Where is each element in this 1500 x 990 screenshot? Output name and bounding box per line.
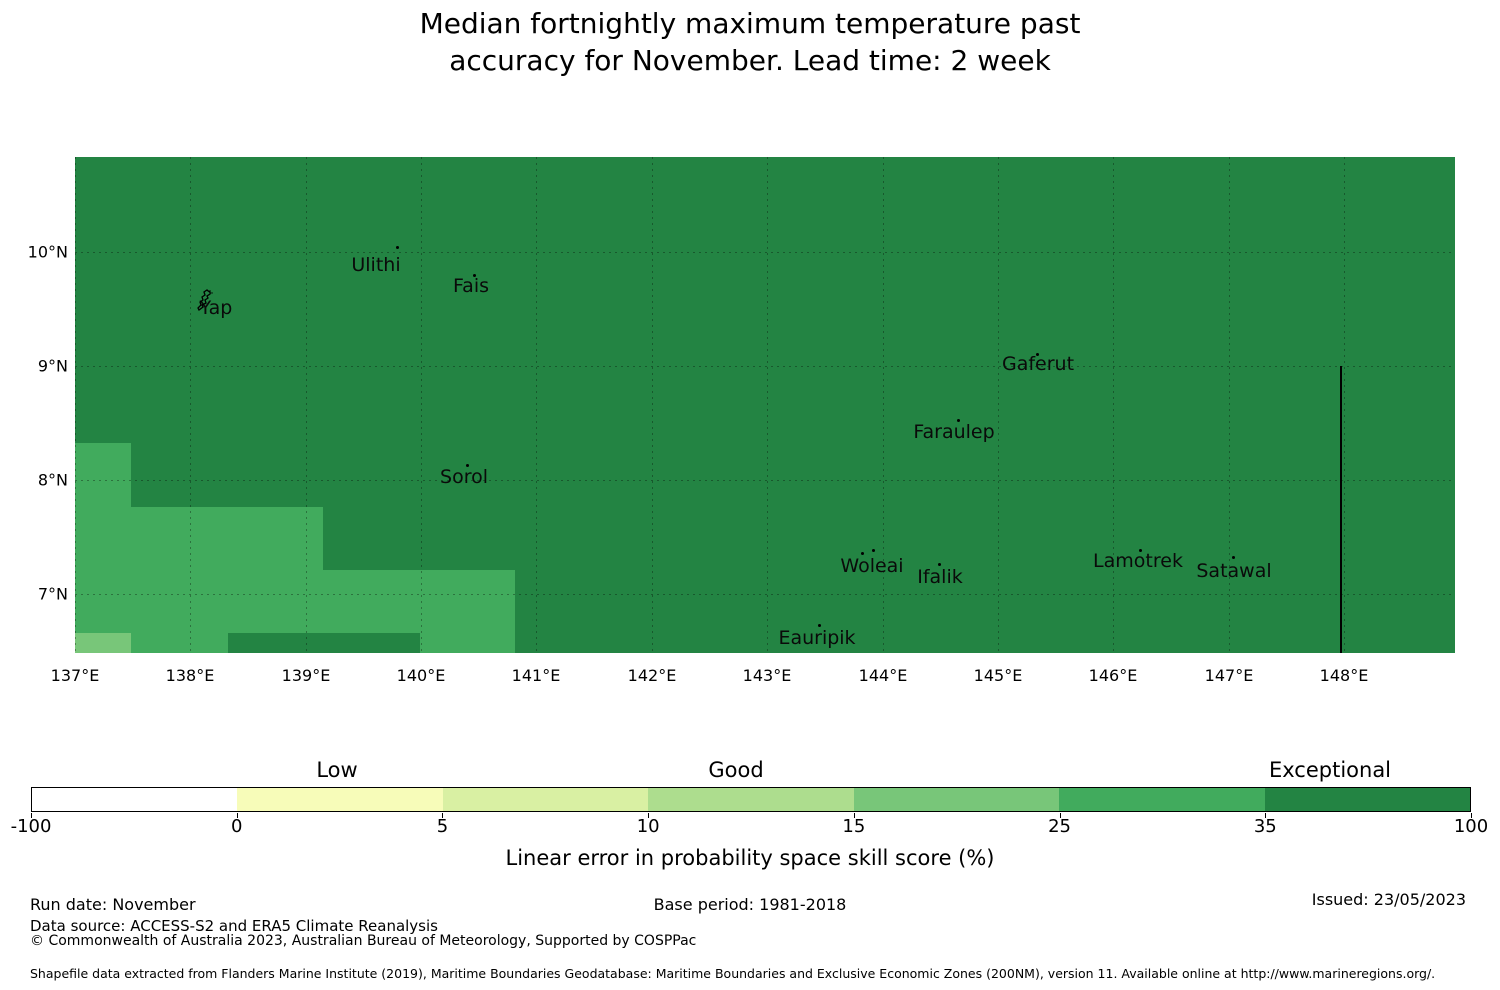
gridline-meridian	[1344, 157, 1345, 653]
colorbar-tick-mark	[1059, 813, 1061, 818]
island-label: Lamotrek	[1093, 550, 1183, 572]
colorbar	[31, 787, 1471, 812]
gridline-meridian	[421, 157, 422, 653]
gridline-meridian	[75, 157, 76, 653]
skill-region-25-35	[75, 443, 131, 507]
title-line-1: Median fortnightly maximum temperature p…	[419, 7, 1081, 40]
title-line-2: accuracy for November. Lead time: 2 week	[449, 44, 1051, 77]
island-label: Sorol	[440, 466, 488, 488]
colorbar-tick-label: 100	[1453, 816, 1489, 837]
lon-tick-label: 141°E	[511, 666, 561, 685]
island-marker-dot	[466, 464, 469, 467]
lon-tick-label: 139°E	[281, 666, 331, 685]
lon-tick-label: 146°E	[1088, 666, 1138, 685]
shapefile-attribution-text: Shapefile data extracted from Flanders M…	[30, 966, 1436, 981]
gridline-parallel	[75, 366, 1455, 367]
island-marker-dot	[818, 624, 821, 627]
copyright-text: © Commonwealth of Australia 2023, Austra…	[30, 933, 697, 949]
lon-tick-label: 142°E	[627, 666, 677, 685]
lon-tick-label: 148°E	[1319, 666, 1369, 685]
lat-tick-label: 10°N	[27, 242, 68, 262]
island-marker-dot	[1139, 549, 1142, 552]
island-marker-dot	[957, 419, 960, 422]
gridline-parallel	[75, 252, 1455, 253]
colorbar-tick-label: 5	[436, 816, 449, 837]
lat-tick-label: 9°N	[37, 356, 68, 376]
colorbar-segment	[1264, 788, 1470, 811]
gridline-meridian	[883, 157, 884, 653]
island-marker-dot	[1036, 353, 1039, 356]
gridline-meridian	[1113, 157, 1114, 653]
colorbar-tick-label: 15	[842, 816, 866, 837]
colorbar-tick-mark	[1265, 813, 1267, 818]
lat-tick-label: 8°N	[37, 470, 68, 490]
colorbar-segment	[648, 788, 854, 811]
lon-tick-label: 137°E	[50, 666, 100, 685]
colorbar-tick-mark	[648, 813, 650, 818]
skill-region-35-100	[228, 633, 420, 653]
island-marker-dot	[938, 563, 941, 566]
colorbar-tick-mark	[442, 813, 444, 818]
colorbar-category-label: Low	[316, 758, 358, 782]
island-label: Faraulep	[913, 421, 995, 443]
lon-tick-label: 147°E	[1204, 666, 1254, 685]
island-label: Gaferut	[1001, 353, 1075, 375]
island-label: Woleai	[840, 555, 904, 577]
gridline-parallel	[75, 480, 1455, 481]
colorbar-tick-mark	[853, 813, 855, 818]
colorbar-segment	[237, 788, 443, 811]
skill-region-25-35	[75, 507, 323, 570]
island-label: Yap	[199, 297, 233, 319]
issued-date-text: Issued: 23/05/2023	[1311, 890, 1466, 909]
colorbar-tick-label: 10	[636, 816, 660, 837]
island-marker-dot	[872, 549, 875, 552]
lon-tick-label: 145°E	[973, 666, 1023, 685]
island-label: Ulithi	[351, 254, 401, 276]
lon-tick-label: 143°E	[742, 666, 792, 685]
skill-region-15-25	[75, 633, 131, 653]
colorbar-tick-mark	[236, 813, 238, 818]
colorbar-segment	[442, 788, 649, 811]
island-marker-dot	[473, 274, 476, 277]
colorbar-tick-label: 25	[1048, 816, 1072, 837]
island-label: Satawal	[1196, 560, 1272, 582]
colorbar-tick-label: 0	[230, 816, 243, 837]
gridline-meridian	[652, 157, 653, 653]
colorbar-segment	[32, 788, 238, 811]
gridline-meridian	[998, 157, 999, 653]
colorbar-axis-label: Linear error in probability space skill …	[505, 846, 995, 870]
gridline-meridian	[767, 157, 768, 653]
gridline-parallel	[75, 594, 1455, 595]
run-date-text: Run date: November	[30, 895, 196, 914]
data-source-text: Data source: ACCESS-S2 and ERA5 Climate …	[30, 917, 438, 935]
lat-tick-label: 7°N	[37, 584, 68, 604]
gridline-meridian	[306, 157, 307, 653]
colorbar-category-label: Good	[708, 758, 764, 782]
island-marker-dot	[396, 246, 399, 249]
colorbar-tick-mark	[1471, 813, 1472, 818]
colorbar-segment	[1059, 788, 1265, 811]
lon-tick-label: 138°E	[165, 666, 215, 685]
island-label: Eauripik	[778, 627, 856, 649]
eez-boundary-line	[1340, 366, 1342, 653]
gridline-meridian	[536, 157, 537, 653]
island-marker-dot	[861, 552, 864, 555]
gridline-meridian	[1229, 157, 1230, 653]
lon-tick-label: 144°E	[858, 666, 908, 685]
gridline-meridian	[190, 157, 191, 653]
colorbar-segment	[853, 788, 1060, 811]
island-marker-dot	[1232, 556, 1235, 559]
yap-island-shape-icon	[197, 289, 215, 311]
figure-title: Median fortnightly maximum temperature p…	[0, 5, 1500, 79]
base-period-text: Base period: 1981-2018	[653, 895, 847, 914]
colorbar-tick-label: 35	[1253, 816, 1277, 837]
colorbar-tick-mark	[31, 813, 32, 818]
colorbar-tick-label: -100	[10, 816, 52, 837]
map-canvas: Yap Ulithi Fais Gaferut Faraulep Sorol Woleai I…	[75, 157, 1455, 653]
island-label: Fais	[452, 275, 490, 297]
lon-tick-label: 140°E	[396, 666, 446, 685]
island-label: Ifalik	[917, 566, 963, 588]
colorbar-category-label: Exceptional	[1268, 758, 1392, 782]
